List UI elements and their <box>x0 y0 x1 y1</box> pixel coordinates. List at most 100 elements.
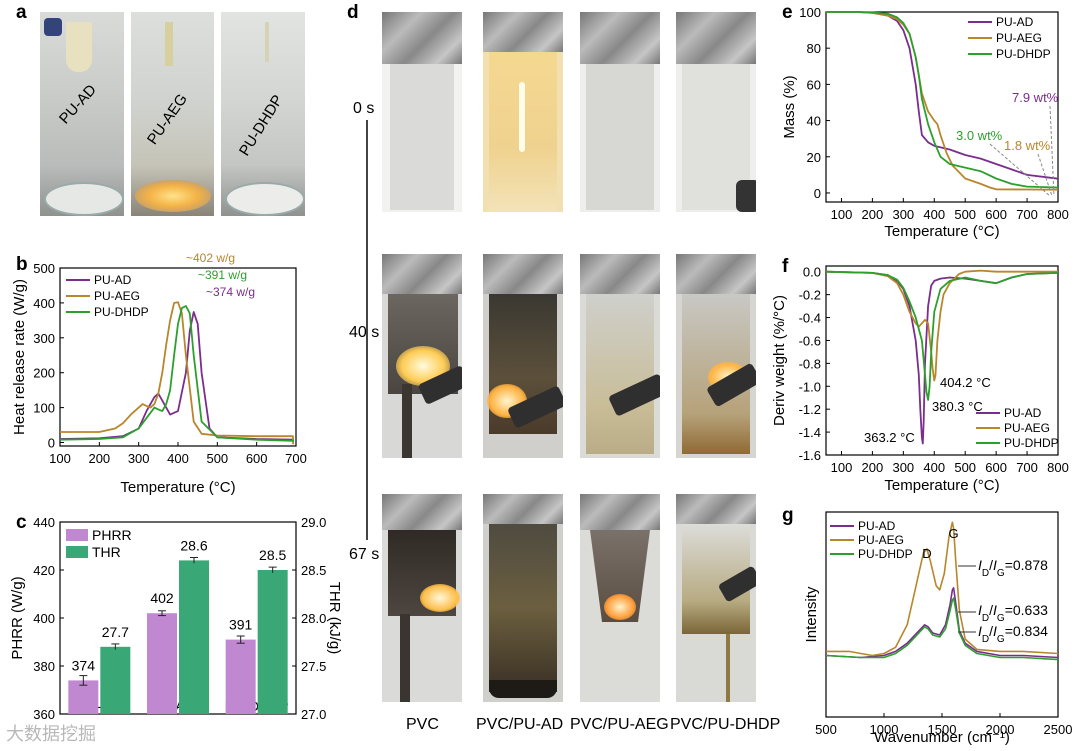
legend-label-pu-aeg: PU-AEG <box>858 533 904 547</box>
legend-label-pu-ad: PU-AD <box>1004 406 1042 420</box>
x-tick-label: 800 <box>1047 207 1069 222</box>
annotation-peak-aeg: ~402 w/g <box>186 251 235 265</box>
y2-tick-label: 28.5 <box>301 563 326 578</box>
data-label-phrr: 374 <box>72 657 96 673</box>
bar-phrr <box>147 613 177 714</box>
x-tick-label: 100 <box>49 451 71 466</box>
photo-d-pvc-67s <box>382 494 462 702</box>
time-axis-line <box>366 120 368 540</box>
y-tick-label: 300 <box>33 331 55 346</box>
y-axis-label: Intensity <box>803 586 820 642</box>
y-tick-label: 400 <box>33 296 55 311</box>
x-tick-label: 700 <box>1016 207 1038 222</box>
photo-a-pu-aeg <box>131 12 214 216</box>
series-line-pu-aeg <box>825 269 1058 382</box>
y-tick-label: 400 <box>33 611 55 626</box>
foil <box>676 494 756 524</box>
foil <box>676 12 756 64</box>
legend-label-pu-dhdp: PU-DHDP <box>1004 436 1059 450</box>
torch <box>736 180 756 212</box>
time-label-40s: 40 s <box>349 324 380 341</box>
y-tick-label: 380 <box>33 659 55 674</box>
y2-tick-label: 29.0 <box>301 515 326 530</box>
watermark: 大数据挖掘 <box>6 724 96 744</box>
y-tick-label: 40 <box>807 114 821 129</box>
column-label-pvc-pu-dhdp: PVC/PU-DHDP <box>670 716 781 733</box>
series-line-pu-dhdp <box>59 305 295 442</box>
panel-label-b: b <box>16 254 28 275</box>
annotation-peak-dhdp: 380.3 °C <box>932 399 983 414</box>
time-label-0s: 0 s <box>353 100 375 117</box>
photo-d-pvc-pu-aeg-0s <box>580 12 660 212</box>
flame <box>420 584 460 612</box>
film <box>586 294 654 454</box>
x-axis-label: Wavenumber (cm⁻¹) <box>874 729 1010 746</box>
y-tick-label: -0.8 <box>799 356 821 371</box>
legend-label-phrr: PHRR <box>92 527 132 543</box>
bar-thr <box>179 560 209 714</box>
foil <box>676 254 756 294</box>
annotation-peak-ad: ~374 w/g <box>206 285 255 299</box>
film <box>586 64 654 210</box>
y-tick-label: -1.6 <box>799 448 821 463</box>
y-tick-label: -0.6 <box>799 333 821 348</box>
char-drips <box>489 680 557 698</box>
photo-a-pu-dhdp <box>221 12 305 216</box>
ratio-label-ad: ID/IG=0.633 <box>978 602 1048 624</box>
x-tick-label: 600 <box>246 451 268 466</box>
x-tick-label: 300 <box>892 460 914 475</box>
series-line-pu-dhdp <box>825 270 1059 401</box>
x-tick-label: 200 <box>88 451 110 466</box>
x-tick-label: 100 <box>831 207 853 222</box>
y-tick-label: 0.0 <box>803 265 821 280</box>
x-tick-label: 400 <box>923 460 945 475</box>
legend-swatch-phrr <box>66 529 88 541</box>
clamp <box>44 18 62 36</box>
peak-label-d: D <box>922 546 931 561</box>
ratio-label-aeg: ID/IG=0.878 <box>978 557 1048 579</box>
film <box>390 64 454 210</box>
x-tick-label: 200 <box>862 460 884 475</box>
petri-dish <box>44 182 124 216</box>
series-line-pu-dhdp <box>825 597 1059 661</box>
y-axis-label: PHRR (W/g) <box>9 576 26 659</box>
x-tick-label: 200 <box>862 207 884 222</box>
legend-label-pu-dhdp: PU-DHDP <box>858 547 913 561</box>
data-label-thr: 28.6 <box>180 537 207 553</box>
x-tick-label: 2000 <box>986 722 1015 737</box>
bar-thr <box>257 570 288 714</box>
time-label-67s: 67 s <box>349 546 380 563</box>
photo-d-pvc-pu-ad-0s <box>483 12 563 212</box>
annotation-peak-aeg: 404.2 °C <box>940 375 991 390</box>
panel-label-a: a <box>16 2 27 23</box>
sample-strip <box>165 22 173 66</box>
foil <box>382 494 462 530</box>
bar-phrr <box>225 639 256 714</box>
y-tick-label: -1.0 <box>799 379 821 394</box>
annotation-leader-aeg <box>1037 153 1053 197</box>
x-tick-label: 400 <box>167 451 189 466</box>
photo-d-pvc-pu-dhdp-40s <box>676 254 756 458</box>
foil <box>483 254 563 294</box>
y-tick-label: -0.2 <box>799 288 821 303</box>
annotation-residue-aeg: 1.8 wt% <box>1004 138 1051 153</box>
x-tick-label: 1000 <box>870 722 899 737</box>
x-tick-label: 700 <box>1016 460 1038 475</box>
y2-tick-label: 27.0 <box>301 707 326 722</box>
x-tick-label: 100 <box>831 460 853 475</box>
x-axis-label: Temperature (°C) <box>120 479 235 496</box>
photo-d-pvc-40s <box>382 254 462 458</box>
legend-label-pu-aeg: PU-AEG <box>996 31 1042 45</box>
flame <box>604 594 636 620</box>
x-tick-label: 700 <box>285 451 307 466</box>
annotation-peak-ad: 363.2 °C <box>864 430 915 445</box>
foil <box>483 494 563 524</box>
y-tick-label: 80 <box>807 41 821 56</box>
legend-label-pu-aeg: PU-AEG <box>94 289 140 303</box>
petri-dish <box>225 182 305 216</box>
photo-d-pvc-pu-ad-40s <box>483 254 563 458</box>
series-line-pu-dhdp <box>826 11 1059 189</box>
peak-label-g: G <box>949 526 959 541</box>
drip <box>402 384 412 458</box>
